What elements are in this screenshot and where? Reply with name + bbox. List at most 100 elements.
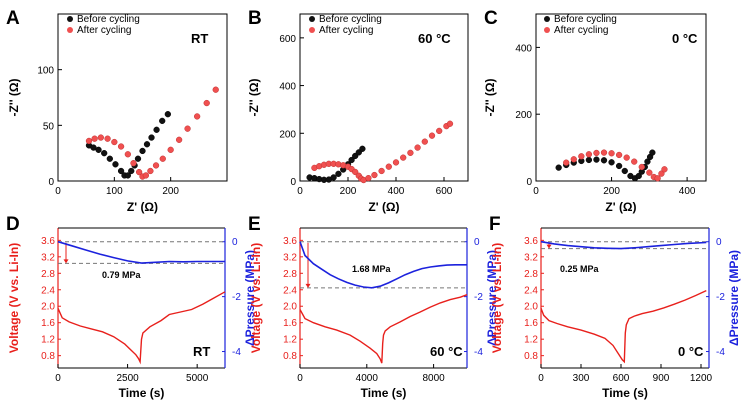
- after-cycling-point: [646, 169, 653, 176]
- after-cycling-point: [623, 154, 630, 161]
- before-cycling-point: [359, 145, 366, 152]
- left-tick-label: 2.0: [524, 302, 538, 313]
- legend-before-marker: [544, 16, 550, 22]
- legend-before-label: Before cycling: [77, 14, 140, 25]
- after-cycling-point: [378, 167, 385, 175]
- after-cycling-point: [104, 135, 111, 142]
- pressure-drop-arrowhead: [305, 283, 311, 288]
- right-tick-label: -4: [716, 347, 725, 358]
- x-tick-label: 400: [679, 186, 696, 197]
- left-tick-label: 0.8: [524, 351, 538, 362]
- right-tick-label: 0: [232, 237, 238, 248]
- after-cycling-point: [658, 170, 665, 177]
- x-tick-label: 200: [603, 186, 620, 197]
- y-tick-label: 0: [526, 177, 532, 188]
- panel-label: A: [6, 8, 20, 29]
- condition-label: RT: [193, 344, 210, 359]
- after-cycling-point: [654, 175, 661, 182]
- left-tick-label: 2.4: [283, 285, 297, 296]
- left-tick-label: 0.8: [283, 351, 297, 362]
- panel-c-nyquist-0c: C 0 200 400 0 200 400 Z' (Ω) -Z'' (Ω) Before cycl…: [483, 8, 707, 214]
- left-tick-label: 3.6: [283, 236, 297, 247]
- before-cycling-point: [330, 174, 337, 181]
- legend-after-marker: [67, 27, 73, 33]
- x-tick-label: 0: [297, 373, 303, 384]
- x-tick-label: 600: [436, 186, 453, 197]
- right-axis-label: ΔPressure (MPa): [243, 250, 257, 346]
- y-tick-label: 50: [43, 121, 55, 132]
- after-cycling-point: [563, 159, 570, 166]
- y-tick-label: 400: [515, 43, 532, 54]
- y-tick-label: 400: [279, 82, 296, 93]
- y-axis-label: -Z'' (Ω): [483, 79, 497, 117]
- voltage-curve: [540, 289, 707, 364]
- y-tick-label: 600: [279, 34, 296, 45]
- after-cycling-point: [446, 120, 454, 127]
- after-cycling-point: [184, 125, 191, 132]
- before-cycling-point: [593, 156, 600, 163]
- y-axis-label: -Z'' (Ω): [7, 79, 21, 117]
- left-tick-label: 3.2: [524, 252, 538, 263]
- x-tick-label: 8000: [422, 373, 445, 384]
- after-cycling-point: [428, 132, 436, 139]
- before-cycling-point: [608, 159, 615, 166]
- after-cycling-point: [124, 151, 132, 158]
- x-tick-label: 1200: [690, 373, 713, 384]
- pressure-curve: [57, 240, 225, 264]
- x-tick-label: 900: [653, 373, 670, 384]
- x-axis-label: Time (s): [602, 386, 648, 400]
- x-tick-label: 200: [340, 186, 357, 197]
- left-tick-label: 1.6: [283, 318, 297, 329]
- after-cycling-point: [400, 154, 407, 161]
- y-axis-label: -Z'' (Ω): [247, 79, 261, 117]
- before-cycling-point: [649, 149, 656, 156]
- before-cycling-point: [164, 111, 172, 118]
- left-tick-label: 3.6: [41, 236, 55, 247]
- plot-frame: [299, 13, 469, 182]
- left-tick-label: 2.0: [41, 302, 55, 313]
- before-cycling-point: [635, 172, 642, 180]
- x-axis-label: Time (s): [361, 386, 407, 400]
- after-cycling-point: [365, 174, 372, 182]
- before-cycling-point: [621, 167, 628, 175]
- left-tick-label: 1.6: [524, 318, 538, 329]
- left-tick-label: 3.6: [524, 236, 538, 247]
- after-cycling-point: [175, 136, 183, 143]
- x-tick-label: 4000: [356, 373, 379, 384]
- after-cycling-point: [111, 138, 118, 146]
- x-tick-label: 0: [297, 186, 303, 197]
- after-cycling-point: [371, 171, 378, 179]
- legend-before-label: Before cycling: [554, 14, 617, 25]
- before-cycling-point: [95, 146, 102, 153]
- after-cycling-point: [167, 146, 174, 153]
- right-tick-label: -2: [232, 292, 241, 303]
- before-cycling-point: [615, 162, 623, 170]
- before-cycling-point: [112, 161, 119, 168]
- right-tick-label: -4: [474, 347, 483, 358]
- pressure-drop-arrowhead: [63, 259, 69, 264]
- pressure-change-annotation: 0.25 MPa: [560, 264, 600, 274]
- panel-d-voltage-pressure-rt: D 0 2500 5000 0.8 1.2 1.6 2.0 2.4 2.8 3.2 3.6 0 -2 -4 T…: [6, 214, 257, 400]
- legend-after-label: After cycling: [319, 25, 373, 36]
- left-tick-label: 1.2: [41, 335, 55, 346]
- panel-b-nyquist-60c: B 0 200 400 600 0 200 400 600 Z' (Ω) -Z'' (Ω) Befor…: [247, 8, 469, 214]
- condition-label: 0 °C: [672, 31, 698, 46]
- after-cycling-point: [159, 155, 166, 162]
- x-axis-label: Z' (Ω): [368, 200, 399, 214]
- before-cycling-point: [101, 150, 108, 157]
- x-tick-label: 200: [162, 186, 179, 197]
- after-cycling-point: [407, 149, 414, 156]
- after-cycling-point: [385, 163, 392, 170]
- after-cycling-point: [638, 163, 645, 171]
- panel-label: F: [489, 214, 501, 235]
- left-tick-label: 2.8: [524, 269, 538, 280]
- before-cycling-point: [348, 156, 355, 164]
- before-cycling-point: [335, 170, 342, 177]
- before-cycling-point: [143, 141, 151, 148]
- right-axis-label: ΔPressure (MPa): [485, 250, 499, 346]
- pressure-change-annotation: 1.68 MPa: [352, 264, 392, 274]
- condition-label: RT: [191, 31, 208, 46]
- x-axis-label: Time (s): [119, 386, 165, 400]
- x-axis-label: Z' (Ω): [605, 200, 636, 214]
- left-tick-label: 2.0: [283, 302, 297, 313]
